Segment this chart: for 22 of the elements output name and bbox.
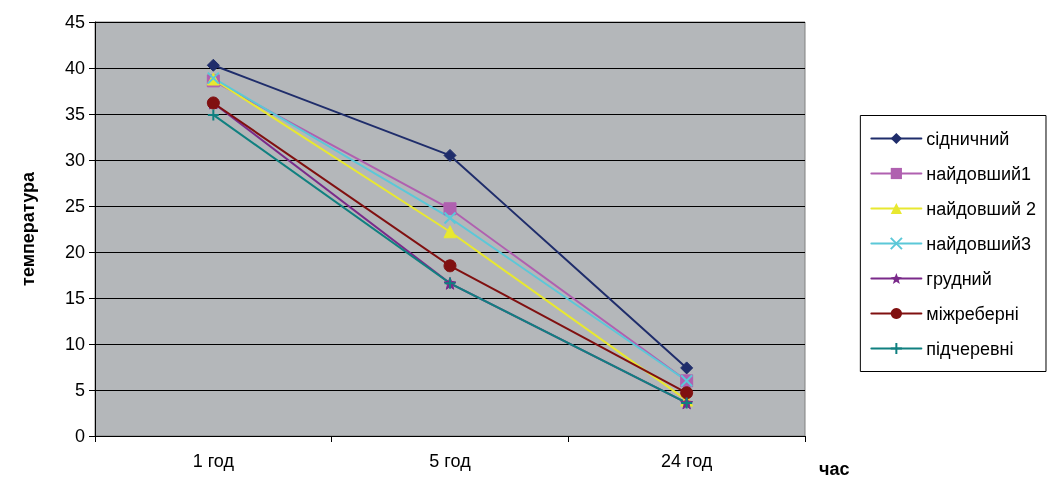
- x-axis-title: час: [819, 459, 850, 479]
- y-tick-label: 45: [64, 12, 85, 32]
- y-tick-label: 25: [64, 196, 85, 216]
- y-tick-label: 10: [64, 334, 85, 354]
- legend-label: підчеревні: [926, 338, 1014, 359]
- legend-label: грудний: [926, 268, 992, 289]
- legend-label: сідничний: [926, 128, 1010, 149]
- x-tick-label: 24 год: [661, 451, 713, 471]
- y-tick-label: 20: [64, 242, 85, 262]
- legend-label: найдовший3: [926, 233, 1032, 254]
- y-tick-label: 5: [74, 380, 85, 400]
- legend-label: міжреберні: [926, 303, 1019, 324]
- y-tick-label: 0: [74, 426, 85, 446]
- y-tick-label: 15: [64, 288, 85, 308]
- legend-label: найдовший 2: [926, 198, 1037, 219]
- legend-label: найдовший1: [926, 163, 1032, 184]
- y-tick-label: 35: [64, 104, 85, 124]
- x-tick-label: 5 год: [429, 451, 472, 471]
- y-axis-title: температура: [18, 171, 38, 286]
- y-tick-label: 40: [64, 58, 85, 78]
- y-tick-label: 30: [64, 150, 85, 170]
- x-tick-label: 1 год: [192, 451, 235, 471]
